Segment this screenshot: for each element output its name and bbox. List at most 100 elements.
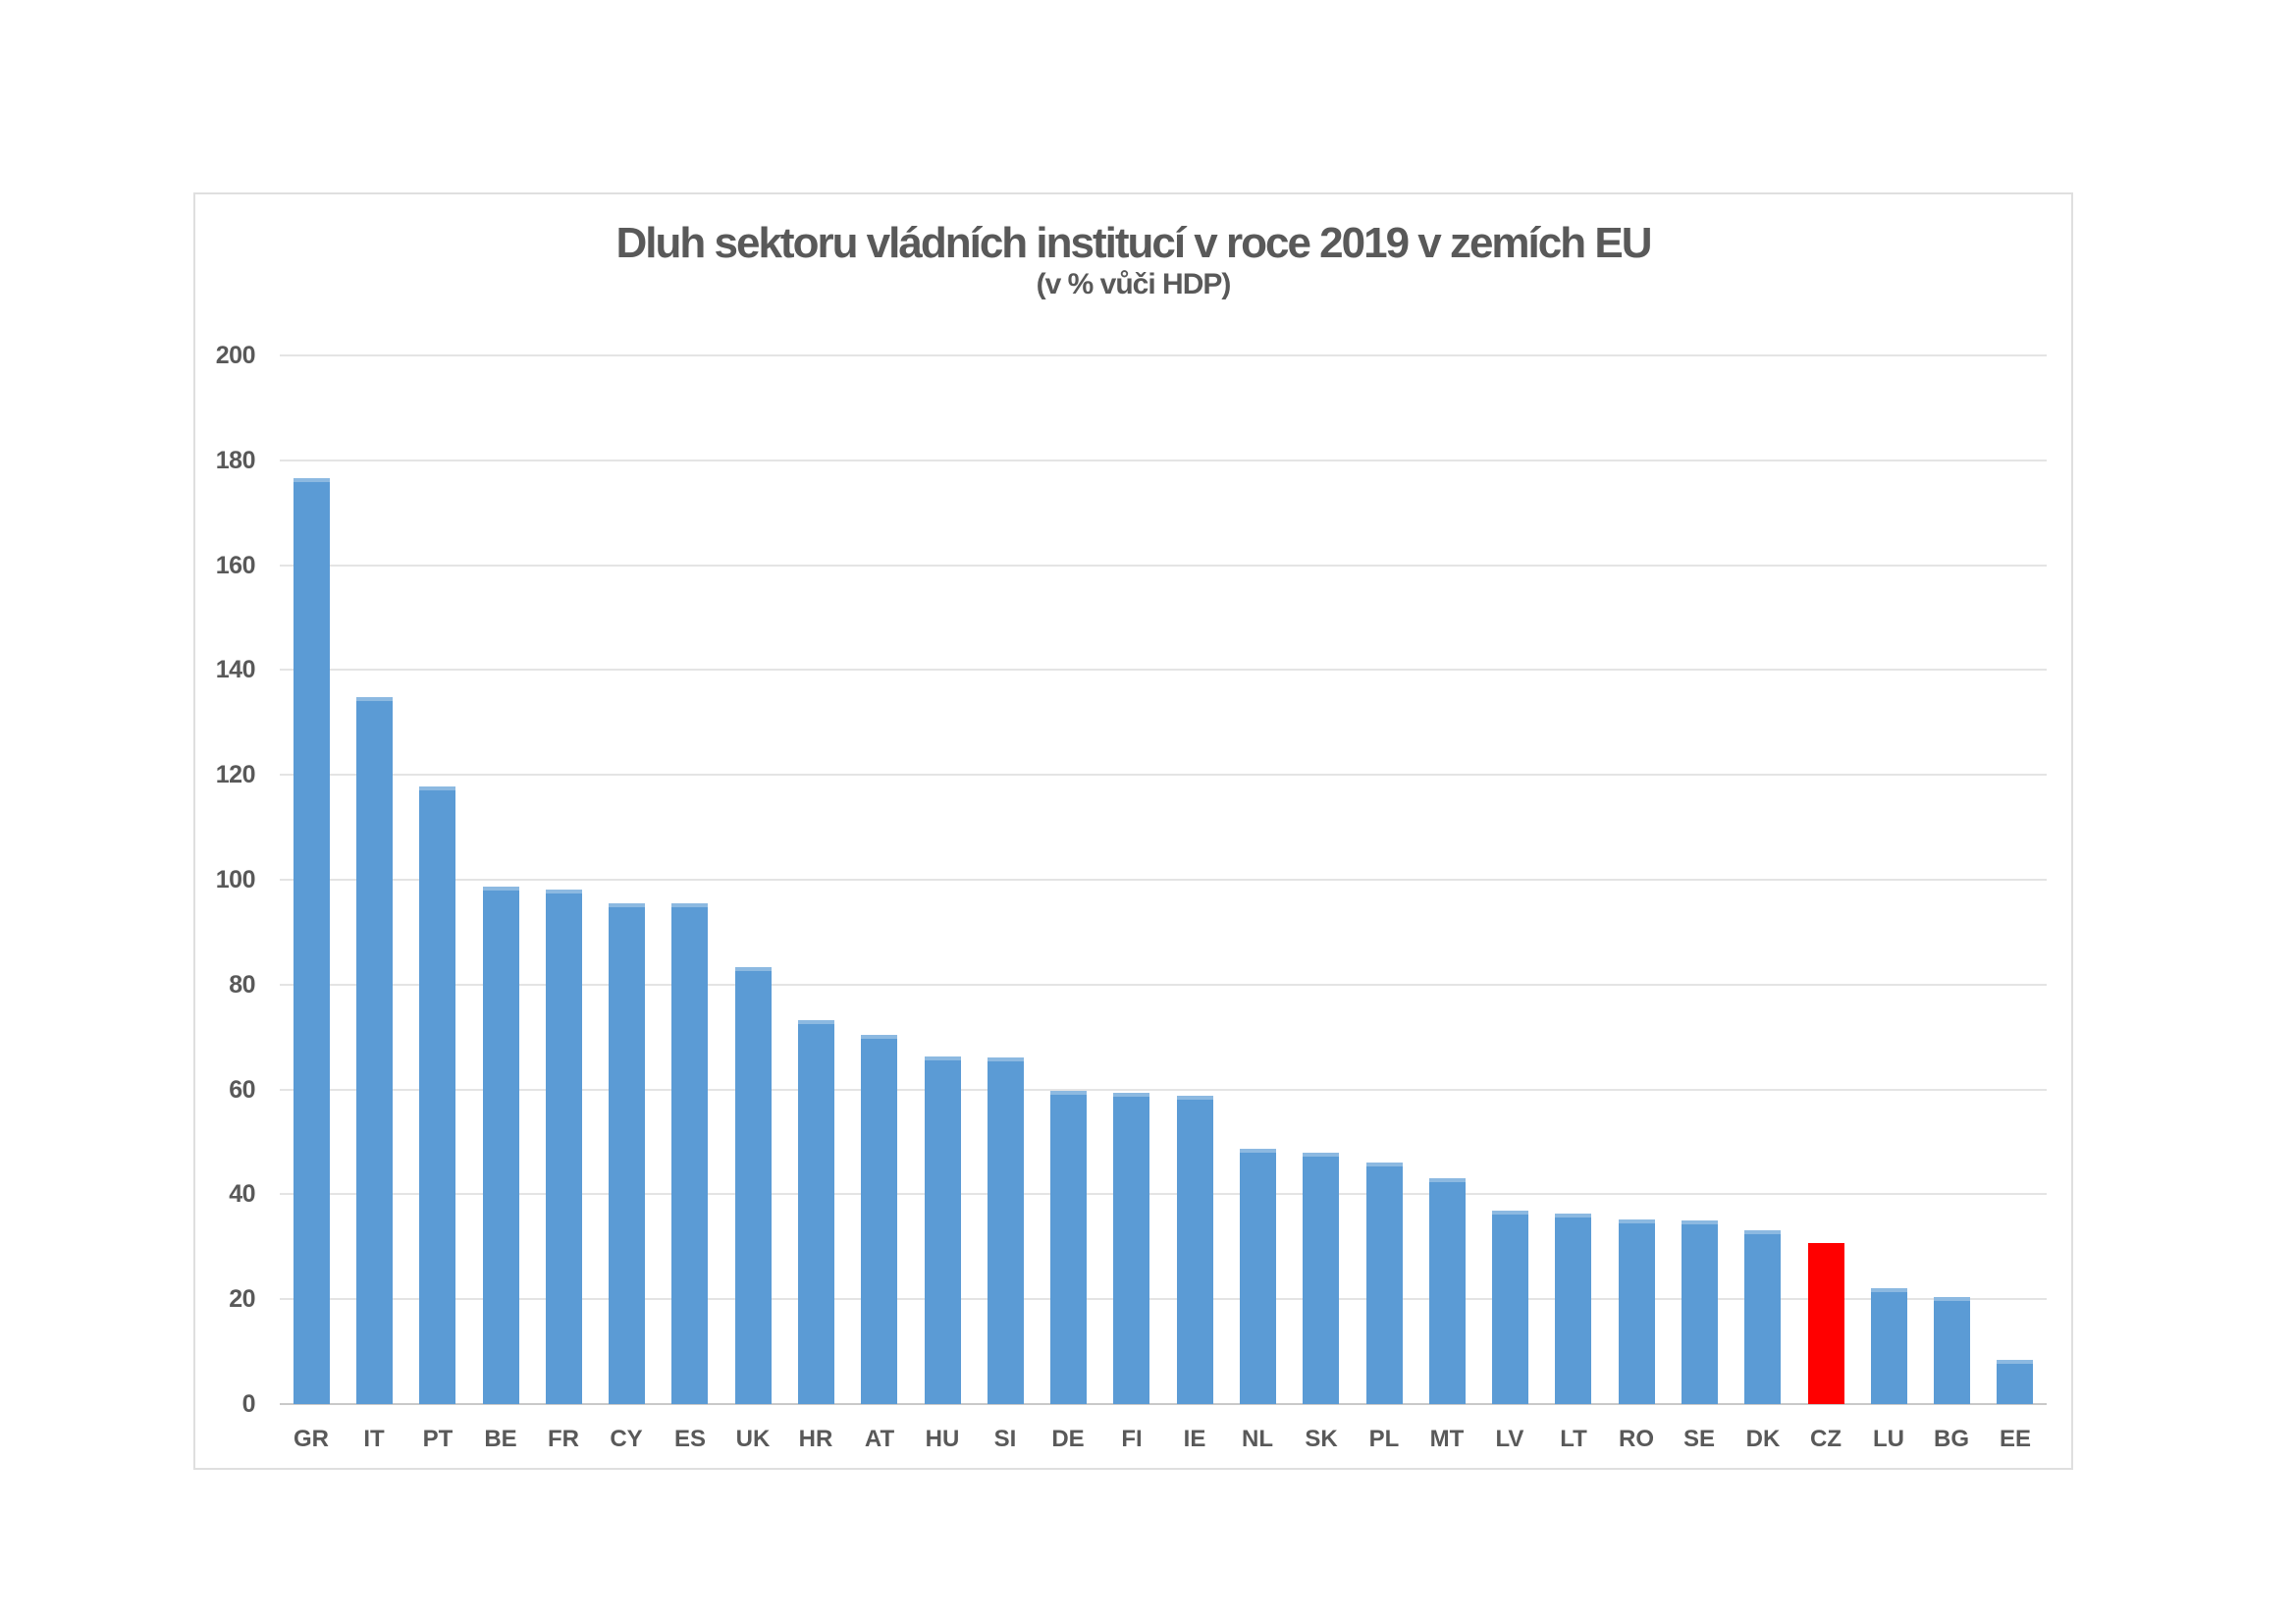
bar-IE [1177,1096,1213,1404]
bar-SE [1682,1220,1718,1404]
y-tick-label-120: 120 [215,761,256,788]
x-tick-label-GR: GR [294,1426,329,1452]
bar-top-highlight [1177,1096,1213,1100]
x-tick-label-SK: SK [1305,1426,1338,1452]
bar-top-highlight [798,1020,834,1024]
x-tick-label-PL: PL [1368,1426,1400,1452]
chart-frame: Dluh sektoru vládních institucí v roce 2… [193,192,2073,1470]
bar-top-highlight [1997,1360,2033,1364]
bar-top-highlight [988,1057,1024,1061]
bar-HR [798,1020,834,1404]
bar-top-highlight [1619,1219,1655,1223]
x-tick-label-BG: BG [1934,1426,1969,1452]
x-tick-label-SE: SE [1682,1426,1715,1452]
gridline-160 [280,565,2047,567]
x-tick-label-DK: DK [1745,1426,1781,1452]
bar-top-highlight [419,786,455,790]
bar-DK [1744,1230,1781,1404]
gridline-80 [280,984,2047,986]
x-tick-label-LV: LV [1495,1426,1524,1452]
x-tick-label-HU: HU [925,1426,960,1452]
x-tick-label-EE: EE [1999,1426,2031,1452]
x-tick-label-MT: MT [1429,1426,1465,1452]
bar-top-highlight [1050,1091,1087,1095]
bar-top-highlight [861,1035,897,1039]
x-tick-label-RO: RO [1619,1426,1654,1452]
x-tick-label-PT: PT [422,1426,454,1452]
bar-BE [483,887,519,1404]
y-tick-label-200: 200 [215,342,256,369]
x-tick-label-DE: DE [1051,1426,1085,1452]
y-tick-label-20: 20 [229,1285,255,1313]
x-tick-label-SI: SI [993,1426,1017,1452]
bar-NL [1240,1149,1276,1404]
bar-FI [1113,1093,1149,1404]
bar-LU [1871,1288,1907,1404]
x-tick-label-FI: FI [1121,1426,1143,1452]
x-tick-label-FR: FR [548,1426,579,1452]
bar-top-highlight [925,1056,961,1060]
chart-subtitle: (v % vůči HDP) [1036,268,1232,300]
bar-top-highlight [546,890,582,893]
bar-ES [671,903,708,1404]
bar-top-highlight [294,478,330,482]
bar-SI [988,1057,1024,1404]
bar-FR [546,890,582,1404]
gridline-180 [280,460,2047,461]
bar-top-highlight [735,967,772,971]
bar-IT [356,697,393,1404]
x-tick-label-ES: ES [673,1426,706,1452]
gridline-40 [280,1193,2047,1195]
y-tick-label-80: 80 [229,971,255,999]
bar-EE [1997,1360,2033,1404]
bar-SK [1303,1153,1339,1404]
bar-top-highlight [1682,1220,1718,1224]
bar-RO [1619,1219,1655,1404]
x-tick-label-CY: CY [610,1426,643,1452]
bar-top-highlight [609,903,645,907]
bar-top-highlight [1492,1211,1528,1215]
bar-top-highlight [1429,1178,1466,1182]
bar-UK [735,967,772,1404]
bar-PT [419,786,455,1404]
y-tick-label-0: 0 [241,1390,256,1418]
gridline-20 [280,1298,2047,1300]
y-tick-label-140: 140 [215,656,256,683]
gridline-120 [280,774,2047,776]
gridline-0 [280,1403,2047,1405]
x-tick-label-NL: NL [1242,1426,1273,1452]
bar-LT [1555,1214,1591,1404]
x-tick-label-AT: AT [864,1426,895,1452]
bar-top-highlight [1555,1214,1591,1218]
x-tick-label-BE: BE [484,1426,517,1452]
gridline-100 [280,879,2047,881]
x-tick-label-IT: IT [363,1426,385,1452]
y-tick-label-180: 180 [215,447,256,474]
gridline-200 [280,354,2047,356]
bar-top-highlight [1871,1288,1907,1292]
y-tick-label-40: 40 [229,1180,255,1208]
x-tick-label-HR: HR [798,1426,833,1452]
bar-top-highlight [1366,1163,1403,1166]
x-tick-label-LU: LU [1873,1426,1904,1452]
bar-top-highlight [1240,1149,1276,1153]
gridline-140 [280,669,2047,671]
bar-top-highlight [1303,1153,1339,1157]
y-tick-label-100: 100 [215,866,256,893]
bar-GR [294,478,330,1404]
y-tick-label-60: 60 [229,1076,255,1104]
bar-top-highlight [483,887,519,891]
x-tick-label-IE: IE [1183,1426,1206,1452]
bar-HU [925,1056,961,1404]
bar-AT [861,1035,897,1404]
bar-CZ [1808,1243,1844,1404]
bar-BG [1934,1297,1970,1404]
bar-CY [609,903,645,1404]
chart-title: Dluh sektoru vládních institucí v roce 2… [615,219,1653,267]
x-tick-label-LT: LT [1560,1426,1587,1452]
x-tick-label-UK: UK [735,1426,771,1452]
bar-LV [1492,1211,1528,1404]
y-tick-label-160: 160 [215,552,256,579]
bar-top-highlight [671,903,708,907]
bar-top-highlight [356,697,393,701]
